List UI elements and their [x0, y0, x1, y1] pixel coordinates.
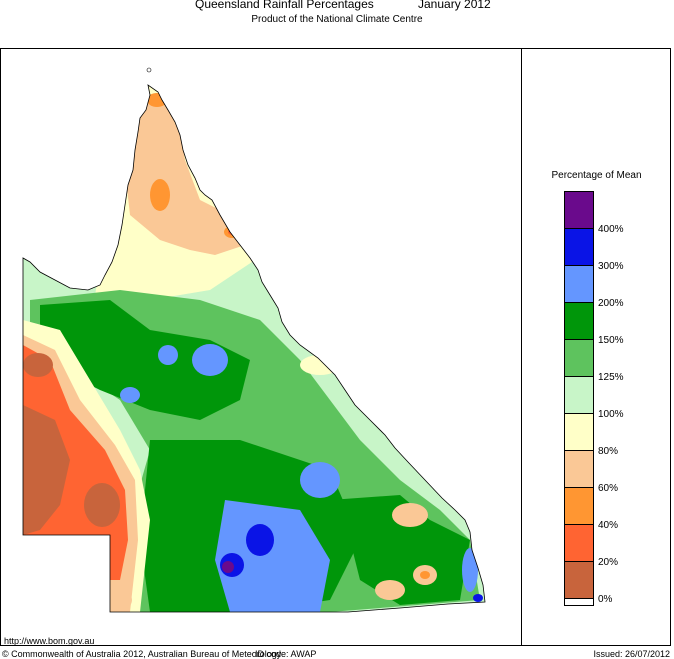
legend-swatch: [565, 562, 593, 599]
map-period: January 2012: [418, 0, 491, 11]
legend-label: 40%: [598, 520, 619, 531]
legend-swatch: [565, 340, 593, 377]
map-title: Queensland Rainfall Percentages: [195, 0, 374, 11]
footer-issued: Issued: 26/07/2012: [593, 649, 670, 659]
legend: [565, 192, 593, 599]
frame-divider: [521, 48, 522, 646]
map-frame: [0, 48, 671, 646]
map-subtitle: Product of the National Climate Centre: [251, 14, 423, 25]
footer-id-code: ID code: AWAP: [255, 649, 317, 659]
map-header: Queensland Rainfall Percentages January …: [0, 0, 674, 14]
legend-swatch: [565, 488, 593, 525]
footer-url: http://www.bom.gov.au: [4, 636, 95, 646]
legend-swatch: [565, 303, 593, 340]
legend-label: 400%: [598, 224, 624, 235]
legend-title: Percentage of Mean: [551, 170, 642, 181]
legend-label: 300%: [598, 261, 624, 272]
legend-label: 20%: [598, 557, 619, 568]
legend-label: 200%: [598, 298, 624, 309]
legend-swatch: [565, 192, 593, 229]
legend-swatch: [565, 525, 593, 562]
legend-label: 60%: [598, 483, 619, 494]
legend-swatch: [565, 414, 593, 451]
legend-label: 100%: [598, 409, 624, 420]
legend-label: 125%: [598, 372, 624, 383]
legend-label: 150%: [598, 335, 624, 346]
legend-swatch: [565, 451, 593, 488]
footer-copyright: © Commonwealth of Australia 2012, Austra…: [2, 649, 282, 659]
legend-swatch: [565, 377, 593, 414]
legend-label: 80%: [598, 446, 619, 457]
legend-swatch: [565, 229, 593, 266]
legend-label: 0%: [598, 594, 613, 605]
legend-swatch: [565, 266, 593, 303]
rainfall-map: [22, 67, 486, 613]
